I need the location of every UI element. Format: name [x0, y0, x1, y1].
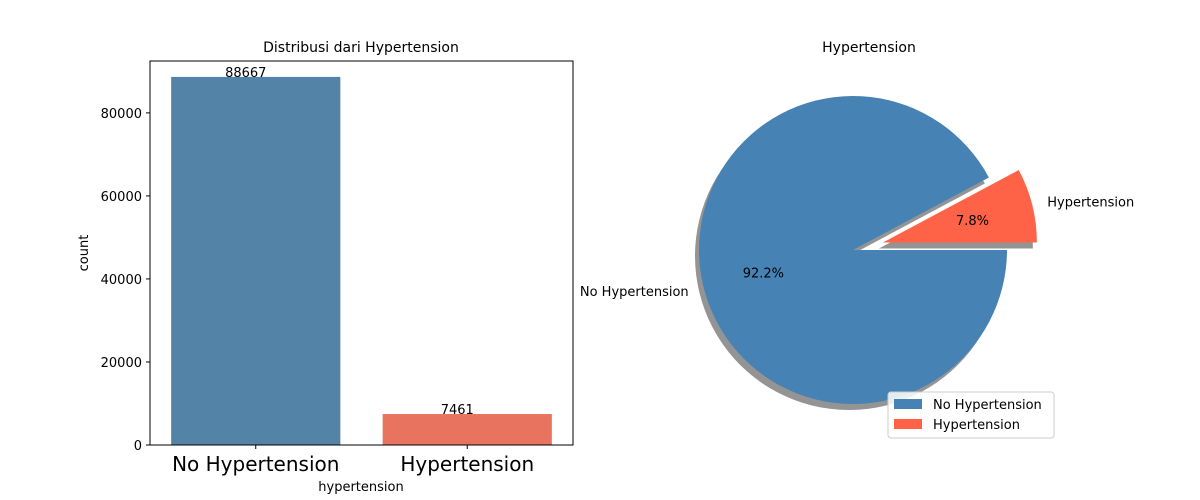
pie-legend: No Hypertension Hypertension: [887, 391, 1055, 439]
bar-x-axis-label: hypertension: [318, 480, 403, 495]
x-tick-label-no-hypertension: No Hypertension: [172, 452, 339, 476]
pie-pct-label-hypertension: 7.8%: [956, 214, 989, 229]
pie-pct-label-no-hypertension: 92.2%: [743, 266, 784, 281]
y-tick-label-40000: 40000: [101, 273, 142, 288]
bar-x-axis: No Hypertension Hypertension: [172, 445, 534, 476]
pie-slice-no-hypertension: [699, 95, 1007, 404]
pie-marks: 92.2% No Hypertension 7.8% Hypertension: [580, 95, 1134, 410]
bar-chart: Distribusi dari Hypertension 88667 7461 0…: [77, 40, 574, 495]
y-tick-label-20000: 20000: [101, 356, 142, 371]
pie-chart-title: Hypertension: [822, 40, 916, 56]
bar-hypertension: [382, 414, 552, 445]
legend-frame: [887, 391, 1055, 439]
bar-y-axis: 0 20000 40000 60000 80000: [101, 107, 150, 454]
bar-no-hypertension: [171, 76, 341, 445]
x-tick-label-hypertension: Hypertension: [400, 452, 534, 476]
pie-label-hypertension: Hypertension: [1047, 195, 1134, 210]
bar-value-label-hypertension: 7461: [441, 403, 474, 418]
bar-plot-frame: [149, 60, 574, 446]
legend-swatch-no-hypertension: [894, 399, 922, 409]
bar-marks: 88667 7461: [171, 66, 552, 445]
bar-y-axis-label: count: [77, 235, 92, 272]
legend-swatch-hypertension: [894, 419, 922, 429]
y-tick-label-0: 0: [134, 439, 142, 454]
pie-label-no-hypertension: No Hypertension: [580, 285, 689, 300]
bar-chart-title: Distribusi dari Hypertension: [263, 40, 459, 56]
pie-slice-hypertension: [882, 170, 1037, 243]
legend-label-hypertension: Hypertension: [933, 418, 1020, 433]
bar-value-label-no-hypertension: 88667: [225, 66, 266, 81]
y-tick-label-60000: 60000: [101, 190, 142, 205]
y-tick-label-80000: 80000: [101, 107, 142, 122]
pie-chart: Hypertension 92.2% No Hypertension 7.8% Hyp…: [580, 40, 1134, 439]
legend-label-no-hypertension: No Hypertension: [933, 398, 1042, 413]
